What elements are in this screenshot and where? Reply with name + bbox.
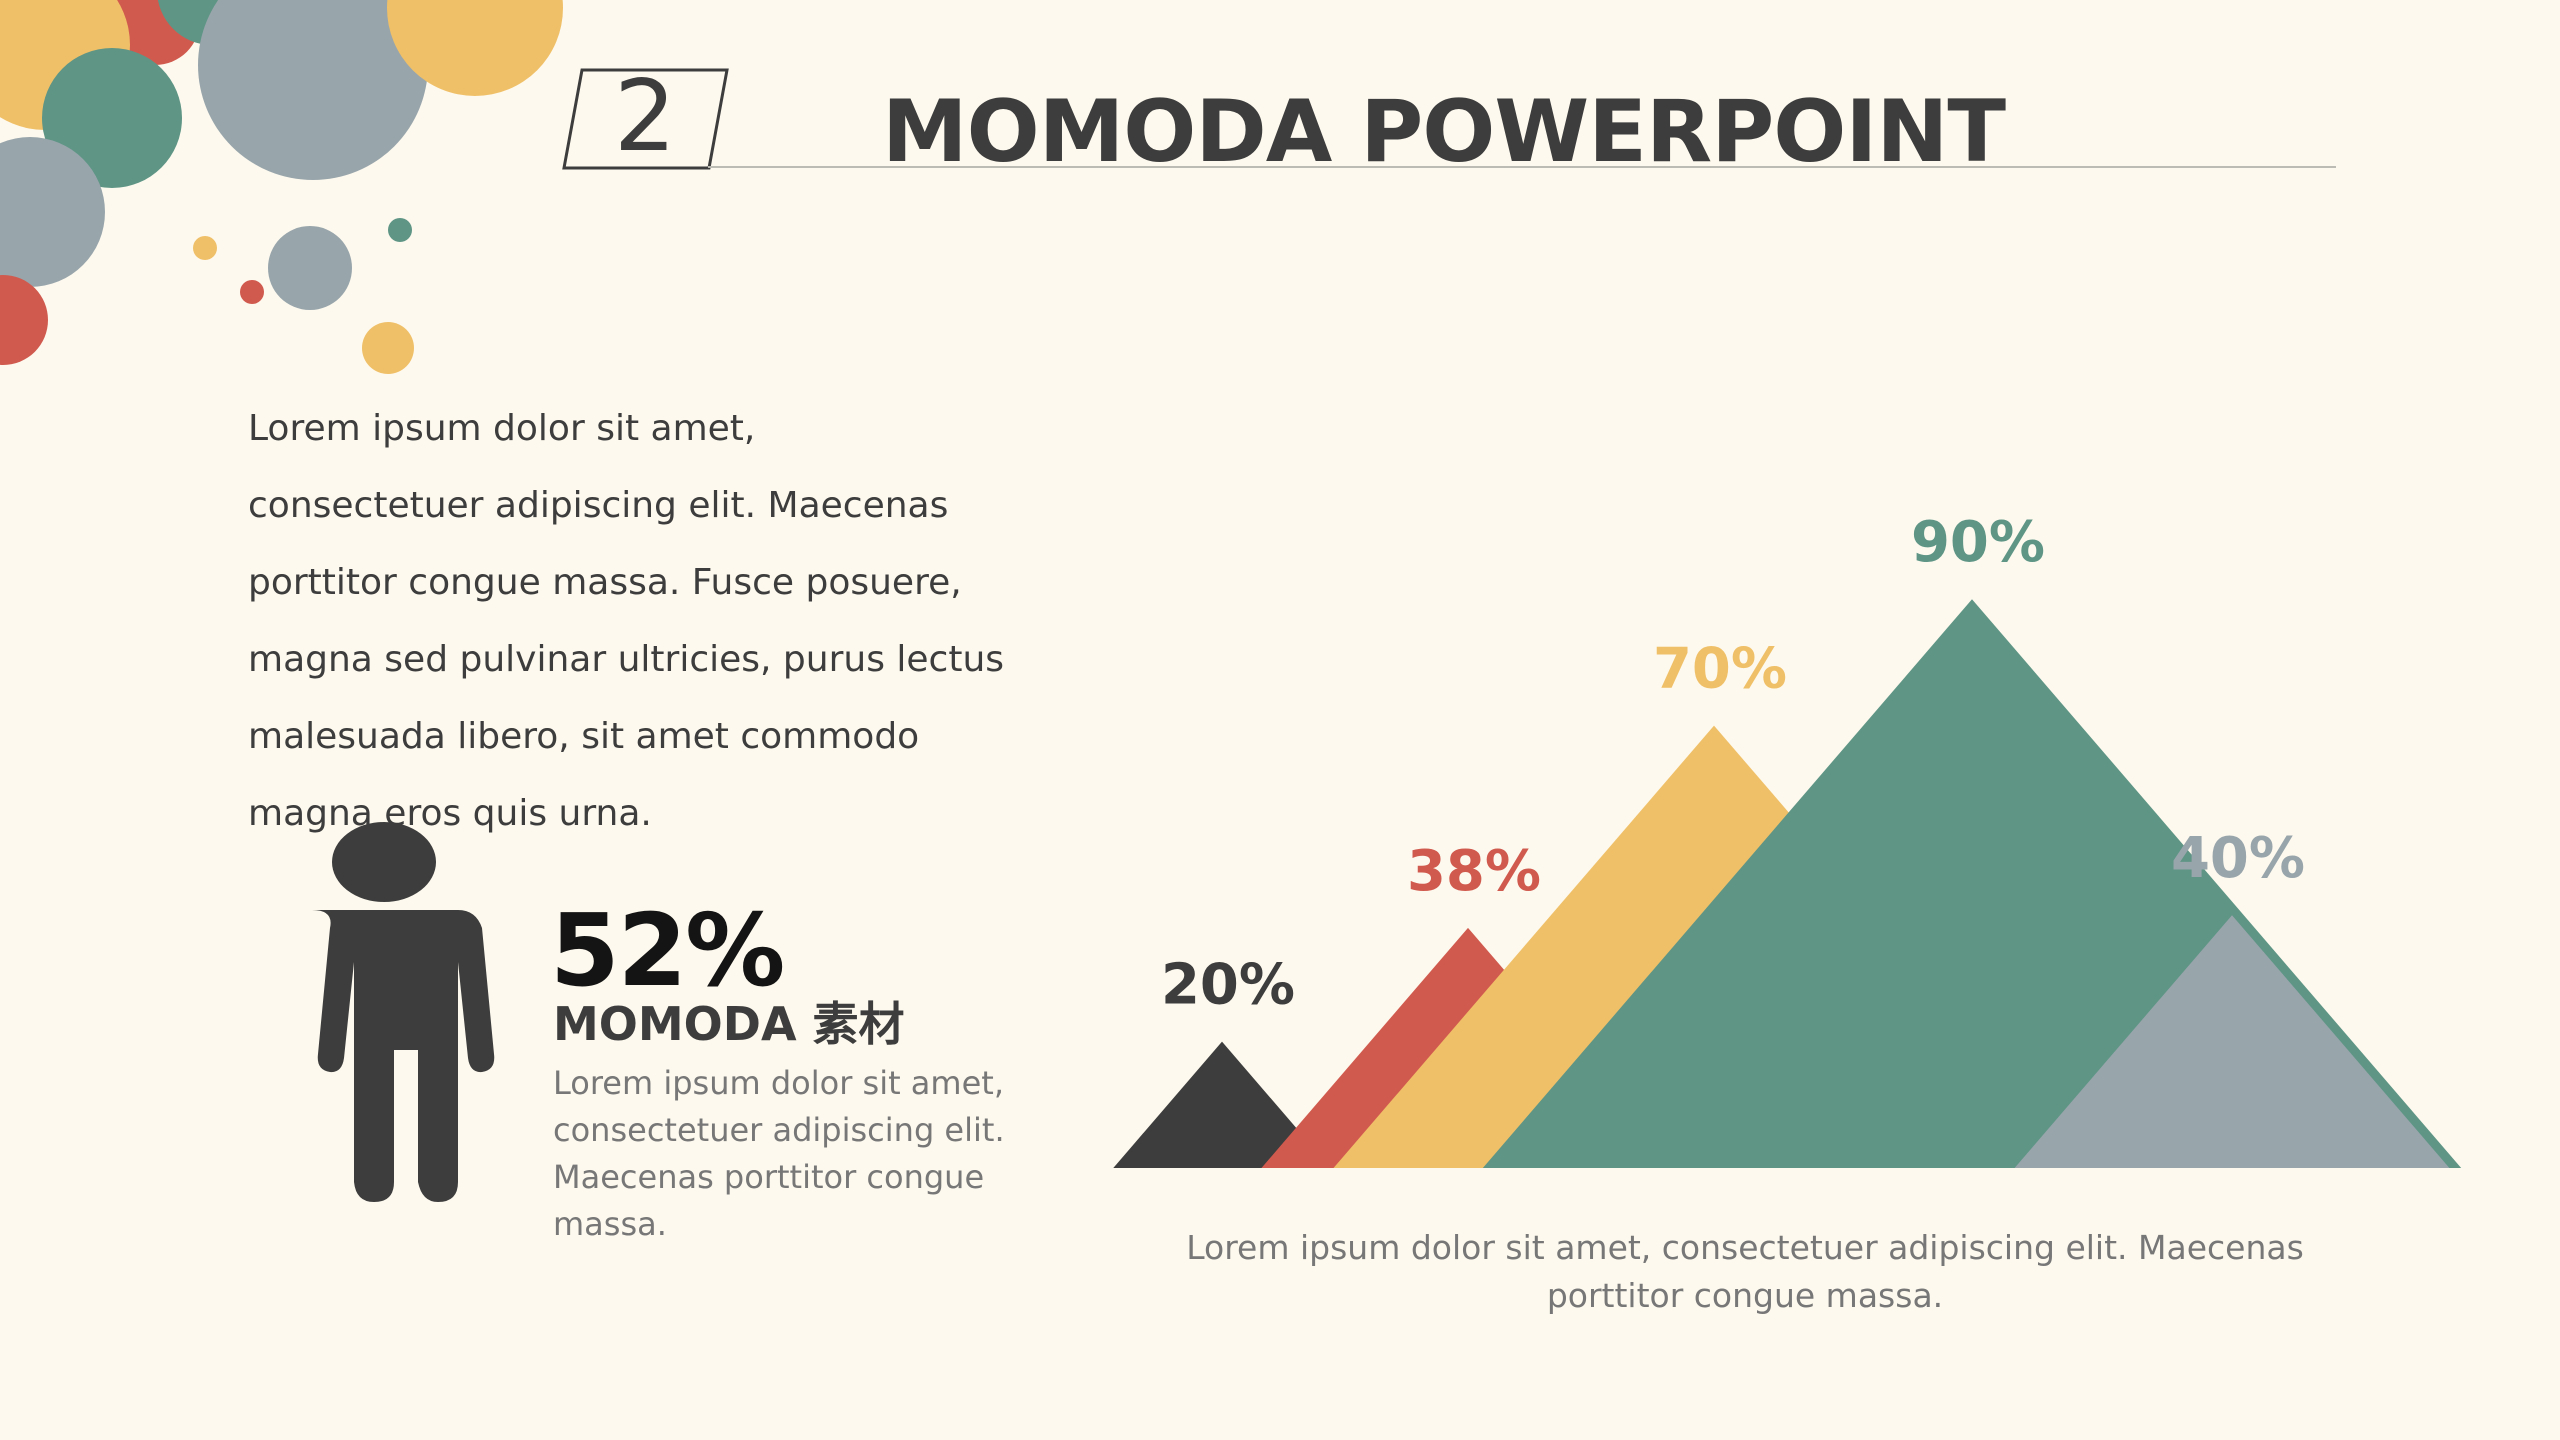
intro-line: porttitor congue massa. Fusce posuere, [248, 562, 962, 603]
bubble [0, 275, 48, 365]
person-icon [312, 822, 495, 1202]
bubble [198, 0, 428, 180]
intro-line: magna eros quis urna. [248, 793, 652, 834]
stat-line: Lorem ipsum dolor sit amet, [553, 1064, 1004, 1102]
title-divider [708, 166, 2336, 168]
chart-triangle [1113, 1041, 1331, 1168]
bubble [42, 48, 182, 188]
bubble [240, 280, 264, 304]
slide-number: 2 [613, 60, 677, 174]
intro-paragraph: Lorem ipsum dolor sit amet, consectetuer… [248, 390, 1008, 852]
bubble [0, 137, 105, 287]
bubble [388, 218, 412, 242]
stat-line: massa. [553, 1205, 667, 1243]
chart-triangle [2014, 915, 2450, 1168]
stat-title: MOMODA 素材 [553, 997, 905, 1051]
intro-line: consectetuer adipiscing elit. Maecenas [248, 485, 949, 526]
slide-title: MOMODA POWERPOINT [882, 82, 2006, 182]
chart-caption: Lorem ipsum dolor sit amet, consectetuer… [1186, 1228, 2304, 1315]
data-label: 40% [2171, 826, 2305, 891]
intro-line: Lorem ipsum dolor sit amet, [248, 408, 756, 449]
bubble [193, 236, 217, 260]
bubble [362, 322, 414, 374]
intro-line: malesuada libero, sit amet commodo [248, 716, 920, 757]
decorative-bubbles [0, 0, 563, 374]
bubble [387, 0, 563, 96]
slide-number-frame [562, 68, 729, 170]
intro-line: magna sed pulvinar ultricies, purus lect… [248, 639, 1005, 680]
stat-line: Maecenas porttitor congue [553, 1158, 985, 1196]
data-label: 70% [1653, 637, 1787, 702]
data-label: 20% [1161, 953, 1295, 1018]
stat-value: 52% [550, 892, 785, 1009]
data-label: 90% [1911, 510, 2045, 575]
stat-description: Lorem ipsum dolor sit amet, consectetuer… [553, 1060, 1013, 1248]
bubble [268, 226, 352, 310]
data-label: 38% [1407, 839, 1541, 904]
stat-line: consectetuer adipiscing elit. [553, 1111, 1005, 1149]
